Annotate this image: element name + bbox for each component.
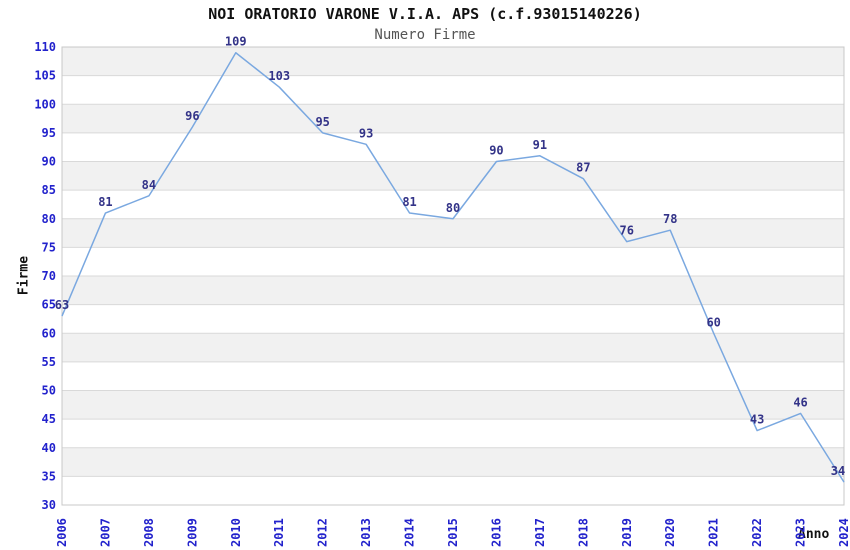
plot-band <box>62 333 844 362</box>
plot-band <box>62 104 844 133</box>
data-point-label: 81 <box>402 195 416 209</box>
data-point-label: 93 <box>359 126 373 140</box>
y-tick-label: 95 <box>42 126 56 140</box>
x-tick-label: 2017 <box>533 518 547 547</box>
data-point-label: 63 <box>55 298 69 312</box>
y-tick-label: 90 <box>42 155 56 169</box>
plot-band <box>62 161 844 191</box>
data-point-label: 81 <box>98 195 112 209</box>
x-tick-label: 2009 <box>185 518 199 547</box>
y-tick-label: 55 <box>42 355 56 369</box>
data-point-label: 95 <box>315 115 329 129</box>
data-point-label: 60 <box>706 315 720 329</box>
plot-band <box>62 276 844 305</box>
data-point-label: 109 <box>225 35 247 49</box>
x-tick-label: 2023 <box>794 518 808 547</box>
x-tick-label: 2011 <box>272 518 286 547</box>
plot-band <box>62 218 844 248</box>
data-point-label: 43 <box>750 413 764 427</box>
data-point-label: 84 <box>142 178 156 192</box>
y-tick-label: 105 <box>34 69 56 83</box>
y-tick-label: 65 <box>42 298 56 312</box>
x-tick-label: 2012 <box>316 518 330 547</box>
x-tick-label: 2019 <box>620 518 634 547</box>
x-tick-label: 2008 <box>142 518 156 547</box>
plot-band <box>62 447 844 477</box>
x-tick-label: 2020 <box>663 518 677 547</box>
data-point-label: 87 <box>576 161 590 175</box>
chart-subtitle: Numero Firme <box>374 27 476 43</box>
x-tick-label: 2007 <box>98 518 112 547</box>
plot-band <box>62 390 844 420</box>
y-tick-label: 110 <box>34 40 56 54</box>
plot-band <box>62 47 844 76</box>
data-point-label: 34 <box>831 464 845 478</box>
y-tick-label: 80 <box>42 212 56 226</box>
y-tick-label: 30 <box>42 498 56 512</box>
x-tick-label: 2018 <box>576 518 590 547</box>
y-tick-label: 50 <box>42 384 56 398</box>
y-tick-label: 60 <box>42 326 56 340</box>
x-tick-label: 2021 <box>707 518 721 547</box>
data-point-label: 96 <box>185 109 199 123</box>
data-point-label: 78 <box>663 212 677 226</box>
y-tick-label: 35 <box>42 469 56 483</box>
x-axis-title: Anno <box>798 527 830 542</box>
chart-title: NOI ORATORIO VARONE V.I.A. APS (c.f.9301… <box>208 5 642 23</box>
x-tick-label: 2010 <box>229 518 243 547</box>
x-tick-label: 2006 <box>55 518 69 547</box>
data-point-label: 80 <box>446 201 460 215</box>
y-tick-label: 70 <box>42 269 56 283</box>
x-tick-label: 2015 <box>446 518 460 547</box>
x-tick-label: 2024 <box>837 518 850 547</box>
x-tick-label: 2016 <box>489 518 503 547</box>
data-point-label: 76 <box>620 224 634 238</box>
data-point-label: 103 <box>268 69 290 83</box>
y-tick-label: 100 <box>34 97 56 111</box>
data-point-label: 46 <box>793 395 807 409</box>
x-tick-label: 2022 <box>750 518 764 547</box>
data-point-label: 91 <box>533 138 547 152</box>
x-tick-label: 2014 <box>403 518 417 547</box>
x-tick-label: 2013 <box>359 518 373 547</box>
data-point-label: 90 <box>489 144 503 158</box>
y-tick-label: 45 <box>42 412 56 426</box>
y-tick-label: 75 <box>42 240 56 254</box>
y-tick-label: 85 <box>42 183 56 197</box>
plot-border <box>61 46 845 506</box>
y-tick-label: 40 <box>42 441 56 455</box>
data-line <box>61 51 845 483</box>
